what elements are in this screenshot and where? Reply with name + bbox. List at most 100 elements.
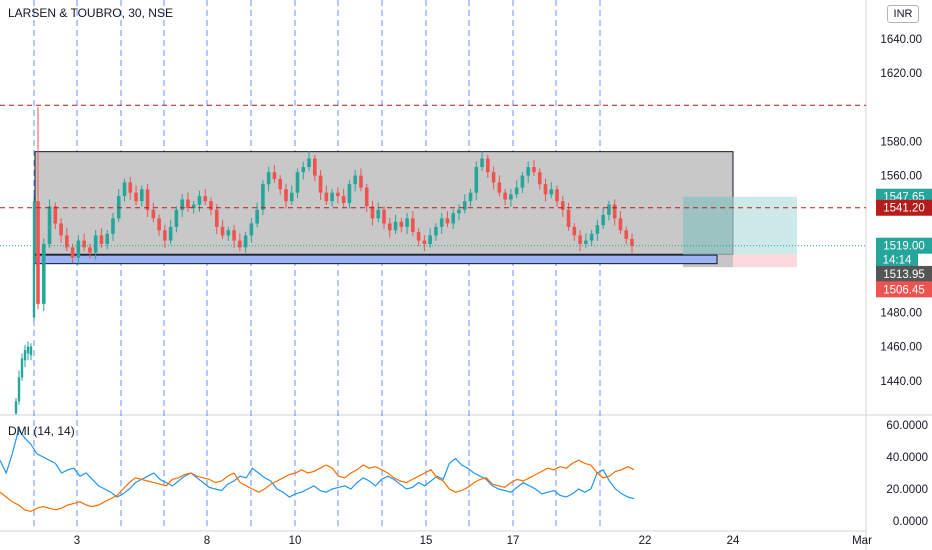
candle-body [630,238,634,246]
candle-body [266,172,271,185]
dmi-tick-label: 20.0000 [886,484,928,496]
candle-body [284,189,288,202]
time-tick-label: 15 [420,535,433,547]
price-tick-label: 1480.00 [880,307,922,319]
candle-body [480,158,484,168]
candle-body [451,213,456,224]
price-label-bg [876,265,932,282]
time-tick-label: 3 [74,535,80,547]
candle-body [272,172,277,180]
candle-body [29,346,33,356]
candle-body [226,230,231,236]
position-target-zone [683,196,797,255]
candle-body [520,175,525,188]
session-separators [33,0,601,530]
price-label-bg [876,251,918,268]
candle-body [497,182,502,193]
candle-body [416,232,421,241]
price-label-bg [876,237,932,254]
candle-body [14,401,18,414]
candle-body [537,172,542,185]
candle-body [116,196,121,219]
candle-body [180,199,184,210]
candle-body [364,187,369,207]
candle-body [301,167,306,173]
candle-body [174,209,179,227]
candle-body [376,209,381,219]
candle-body [370,206,375,219]
candle-body [76,240,81,258]
candle-body [578,235,582,244]
candle-body [387,223,392,231]
candle-body [36,201,40,304]
price-tick-label: 1460.00 [880,342,922,354]
candle-body [99,235,104,244]
range-box [34,151,734,255]
candle-body [289,192,294,202]
candle-body [134,192,138,202]
price-tick-label: 1640.00 [880,34,922,46]
candle-body [17,377,21,402]
candle-body [53,206,58,224]
candle-body [163,230,167,241]
candle-body [26,346,30,354]
candle-body [318,175,323,193]
dmi-line-di [0,459,635,513]
candle-body [186,199,190,209]
price-tick-label: 1440.00 [880,376,922,388]
drawing-tools [34,151,797,268]
candle-body [249,223,254,236]
candle-body [514,187,519,195]
candle-body [140,189,144,202]
candle-body [422,240,427,244]
candle-body [462,201,467,210]
candle-body [23,350,27,361]
candle-body [359,175,363,188]
candle-body [566,209,571,227]
price-label: 1519.00 [883,241,925,253]
time-axis[interactable]: 3 8 10 15 17 22 24 Mar [74,535,872,547]
candle-body [601,214,605,226]
time-tick-label: Mar [852,535,872,547]
price-label: 14:14 [883,254,912,266]
price-tick-label: 1620.00 [880,68,922,80]
price-label-bg [876,281,932,298]
candle-body [439,218,444,227]
candle-body [549,189,554,195]
candle-body [382,209,386,224]
candle-body [434,226,438,236]
candle-body [503,192,507,200]
candle-body [70,247,75,258]
candle-body [589,233,594,241]
candle-body [555,189,559,202]
candle-body [82,240,86,248]
candle-body [509,194,513,200]
candle-body [295,172,300,193]
candle-body [445,218,450,224]
candle-body [457,209,461,214]
dmi-tick-label: 40.0000 [886,452,928,464]
horizontal-lines [0,104,866,247]
candle-body [88,247,92,253]
candle-body [168,226,173,241]
candle-body [543,184,548,195]
candle-body [255,209,259,224]
support-rectangle [34,254,718,265]
dmi-series [0,428,635,513]
candle-body [307,158,311,168]
currency-button[interactable]: INR [887,5,919,23]
time-tick-label: 22 [639,535,652,547]
candle-body [341,196,346,203]
indicator-title: DMI (14, 14) [8,424,75,438]
candle-body [532,167,536,173]
candle-body [405,218,409,227]
dmi-line-di [0,428,635,500]
candle-body [128,182,133,193]
candle-body [32,201,36,318]
candle-body [238,240,242,248]
candle-body [584,240,588,244]
candle-body [59,223,63,236]
